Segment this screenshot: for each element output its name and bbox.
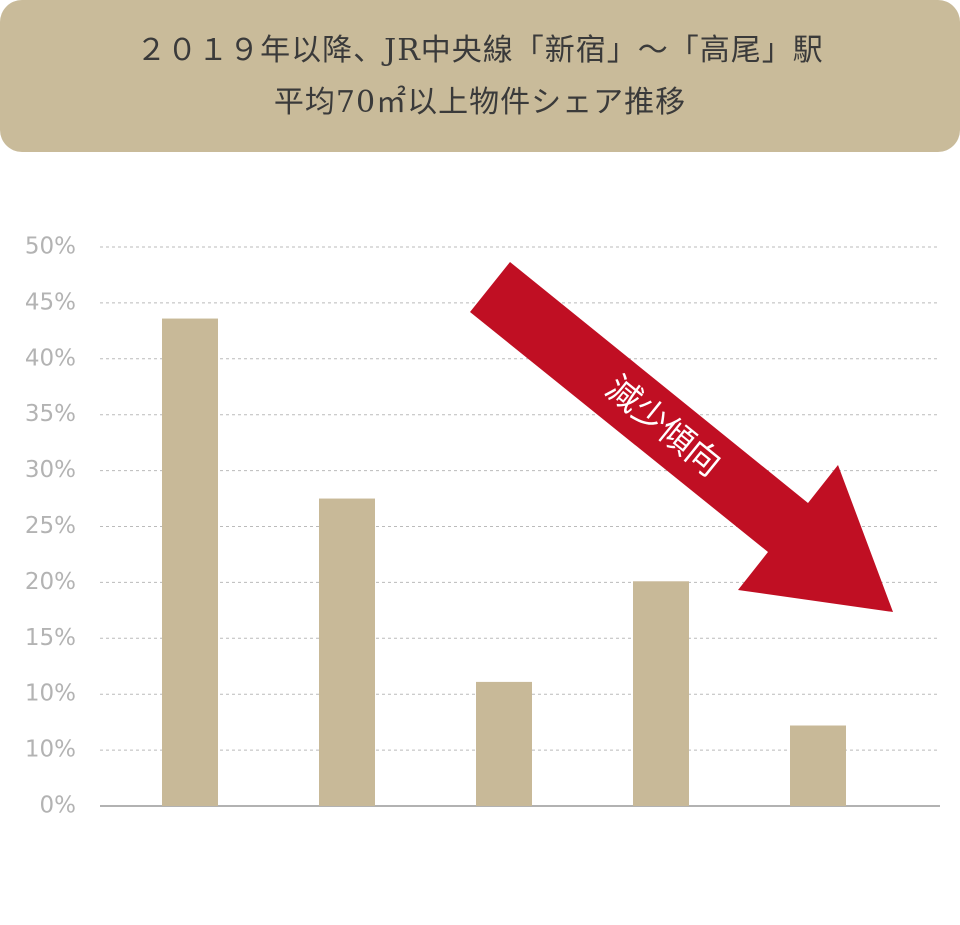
- y-tick-label: 35%: [25, 401, 76, 427]
- y-tick-label: 25%: [25, 513, 76, 539]
- title-banner: [0, 0, 960, 152]
- y-tick-label: 10%: [25, 681, 76, 707]
- y-tick-label: 15%: [25, 625, 76, 651]
- y-tick-label: 45%: [25, 289, 76, 315]
- y-tick-label: 40%: [25, 345, 76, 371]
- chart-title: 平均70㎡以上物件シェア推移: [274, 85, 686, 120]
- bar: [790, 725, 846, 806]
- y-tick-label: 20%: [25, 569, 76, 595]
- bar: [633, 581, 689, 806]
- chart-title: ２０１９年以降、JR中央線「新宿」〜「高尾」駅: [136, 33, 824, 68]
- y-tick-label: 50%: [25, 234, 76, 260]
- trend-arrow: [470, 262, 893, 612]
- bar: [476, 681, 532, 806]
- y-tick-label: 10%: [25, 737, 76, 763]
- bar: [319, 498, 375, 806]
- bar: [162, 318, 218, 806]
- y-tick-label: 30%: [25, 457, 76, 483]
- y-tick-label: 0%: [40, 793, 77, 819]
